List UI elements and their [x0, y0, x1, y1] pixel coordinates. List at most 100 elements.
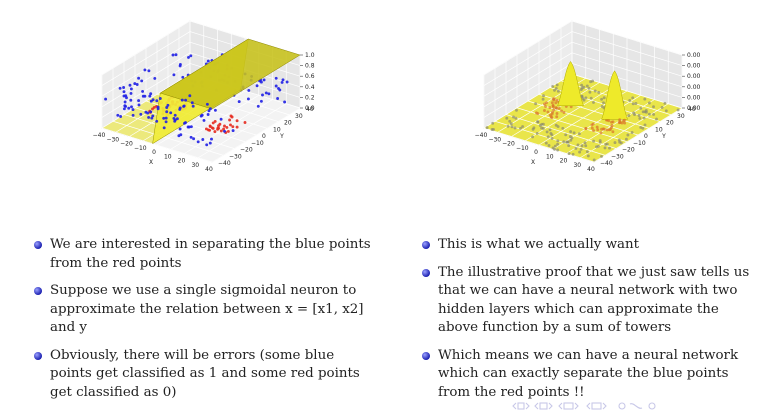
red-point	[554, 101, 558, 105]
beamer-navigation-bar[interactable]	[512, 401, 772, 411]
blue-point	[585, 84, 589, 88]
bullet-icon	[34, 287, 42, 295]
blue-point	[155, 99, 159, 103]
blue-point	[122, 90, 126, 94]
blue-point	[628, 99, 632, 102]
grid-line	[580, 103, 669, 159]
sigmoid-surface-plot: −40 −30 −20 −10 0 10 20 30 40 X 40 30 20 10 0 −10 −20 −30…	[88, 0, 332, 212]
blue-point	[561, 126, 565, 130]
blue-point	[551, 84, 555, 88]
grid-line	[198, 103, 287, 159]
blue-point	[137, 103, 141, 107]
blue-point	[583, 141, 587, 145]
red-point	[605, 128, 609, 132]
blue-point	[189, 135, 193, 139]
blue-point	[191, 104, 195, 108]
red-point	[551, 110, 554, 114]
blue-point	[546, 135, 550, 139]
blue-point	[613, 141, 617, 145]
blue-point	[162, 126, 166, 130]
blue-point	[485, 126, 489, 130]
blue-point	[584, 96, 588, 100]
y-tick-label: −40	[600, 160, 613, 167]
blue-point	[582, 98, 586, 102]
blue-point	[173, 119, 177, 123]
blue-point	[140, 79, 144, 83]
bullet-item: This is what we actually want	[421, 236, 751, 255]
towers-surface-svg: −40−30−20−10010203040X403020100−10−20−30…	[475, 20, 714, 173]
red-point	[211, 126, 215, 130]
blue-point	[534, 102, 538, 106]
red-point	[602, 127, 606, 131]
blue-point	[180, 98, 184, 102]
grid-line	[571, 31, 683, 66]
blue-point	[587, 86, 591, 90]
blue-point	[509, 122, 513, 126]
bullet-item: Which means we can have a neural network…	[421, 347, 751, 403]
blue-point	[277, 86, 280, 90]
red-point	[599, 131, 603, 135]
red-point	[222, 127, 226, 131]
blue-point	[567, 144, 571, 148]
blue-point	[181, 75, 185, 79]
blue-point	[205, 102, 209, 106]
blue-point	[144, 110, 148, 114]
blue-point	[541, 97, 545, 101]
blue-point	[556, 148, 560, 152]
grid-line	[483, 31, 573, 86]
blue-point	[604, 142, 608, 146]
grid-line	[552, 94, 641, 150]
blue-point	[274, 84, 278, 88]
x-tick-label: 40	[205, 166, 213, 173]
blue-point	[262, 78, 266, 82]
blue-point	[173, 113, 177, 117]
x-axis-label: X	[149, 159, 153, 166]
blue-point	[631, 96, 635, 100]
blue-point	[556, 139, 560, 143]
blue-point	[569, 130, 573, 134]
scatter-front	[531, 116, 658, 162]
bullet-icon	[422, 351, 430, 360]
x-tick-label: −30	[488, 136, 501, 143]
blue-point	[555, 83, 559, 87]
red-point	[596, 128, 600, 132]
blue-point	[569, 138, 573, 142]
red-point	[623, 121, 627, 125]
blue-point	[139, 112, 143, 116]
blue-point	[150, 116, 154, 120]
blue-point	[274, 76, 278, 80]
blue-point	[192, 137, 196, 141]
grid-line	[101, 52, 191, 108]
grid-line	[101, 73, 191, 129]
red-point	[208, 128, 212, 132]
red-point	[591, 122, 595, 126]
blue-point	[127, 106, 131, 110]
x-tick-label: 30	[191, 162, 199, 169]
grid-line	[593, 107, 683, 163]
grid-line	[184, 99, 273, 154]
blue-point	[540, 126, 544, 130]
bullet-item: Suppose we use a single sigmoidal neuron…	[33, 282, 378, 338]
blue-point	[643, 123, 647, 127]
grid-line	[571, 73, 683, 109]
blue-point	[178, 107, 182, 111]
red-point	[623, 118, 626, 122]
blue-point	[156, 105, 160, 109]
red-point	[217, 126, 221, 130]
blue-point	[128, 83, 132, 87]
blue-point	[602, 96, 606, 100]
z-tick-label: 0.6	[305, 73, 315, 80]
x-tick-label: 20	[560, 158, 568, 165]
x-tick-label: −40	[93, 132, 106, 139]
blue-point	[553, 144, 557, 148]
grid-line	[483, 73, 573, 129]
blue-point	[123, 100, 127, 104]
blue-point	[206, 59, 210, 63]
blue-point	[490, 128, 494, 131]
blue-point	[285, 80, 289, 84]
blue-point	[592, 100, 595, 104]
grid-line	[483, 20, 573, 76]
blue-point	[151, 114, 155, 118]
blue-point	[281, 78, 285, 82]
blue-point	[165, 110, 169, 114]
